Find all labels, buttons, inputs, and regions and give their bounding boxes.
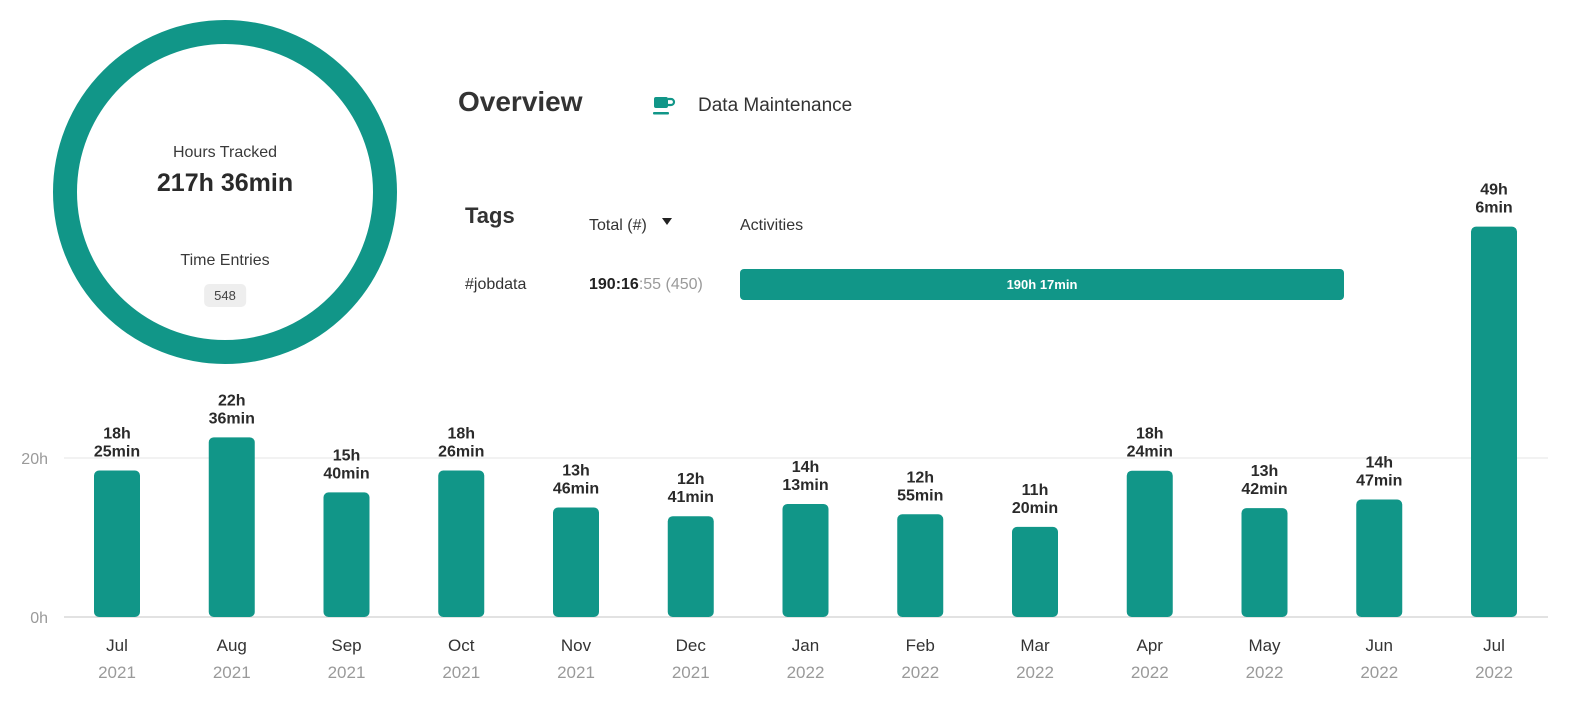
tag-total-hours: 190:16 — [589, 276, 639, 293]
x-tick-month: Jun — [1366, 636, 1393, 655]
bar-value-label-minutes: 26min — [438, 443, 484, 460]
tags-title: Tags — [465, 203, 515, 228]
tag-entry-count: (450) — [665, 276, 703, 293]
bar-value-label-minutes: 47min — [1356, 472, 1402, 489]
x-tick-year: 2021 — [442, 663, 480, 682]
bar — [208, 437, 255, 617]
y-tick-label: 20h — [21, 451, 48, 468]
x-tick-year: 2022 — [1016, 663, 1054, 682]
x-tick-year: 2021 — [98, 663, 136, 682]
x-tick-year: 2022 — [1360, 663, 1398, 682]
project-name[interactable]: Data Maintenance — [698, 95, 853, 116]
bar — [1241, 508, 1288, 617]
x-tick-month: Jul — [106, 636, 128, 655]
bar-value-label-minutes: 42min — [1241, 481, 1287, 498]
bar-value-label-minutes: 24min — [1127, 444, 1173, 461]
bar-value-label-hours: 14h — [1365, 454, 1393, 471]
x-tick-month: Dec — [676, 636, 707, 655]
bar-value-label-hours: 13h — [1251, 463, 1279, 480]
bar-value-label-hours: 15h — [333, 447, 361, 464]
x-tick-month: Oct — [448, 636, 475, 655]
bar-value-label-minutes: 46min — [553, 481, 599, 498]
x-tick-month: Feb — [906, 636, 935, 655]
bar-value-label-hours: 49h — [1480, 182, 1508, 199]
x-tick-month: Sep — [331, 636, 361, 655]
bar-value-label-hours: 22h — [218, 392, 246, 409]
bar-value-label-hours: 18h — [1136, 426, 1164, 443]
bar-value-label-minutes: 36min — [209, 410, 255, 427]
x-tick-year: 2022 — [787, 663, 825, 682]
bar-value-label-hours: 12h — [677, 471, 705, 488]
tag-activity-bar[interactable]: 190h 17min — [740, 269, 1344, 300]
x-tick-year: 2022 — [901, 663, 939, 682]
x-tick-year: 2022 — [1475, 663, 1513, 682]
bar-value-label-minutes: 25min — [94, 444, 140, 461]
bar-value-label-hours: 12h — [906, 469, 934, 486]
bar-value-label-hours: 18h — [103, 426, 131, 443]
x-tick-month: May — [1248, 636, 1281, 655]
hours-tracked-value: 217h 36min — [156, 169, 294, 197]
x-tick-month: Apr — [1137, 636, 1164, 655]
y-tick-label: 0h — [30, 610, 48, 627]
bar — [1471, 226, 1517, 617]
coffee-cup-icon — [653, 97, 676, 115]
bar — [1012, 526, 1058, 617]
tag-total-seconds: :55 — [638, 276, 662, 293]
bar — [782, 503, 829, 617]
x-tick-month: Mar — [1020, 636, 1050, 655]
chart-x-axis: Jul 2021 Aug 2021 Sep 2021 Oct 2021 Nov 2021 Dec 20… — [98, 636, 1513, 682]
total-column-header[interactable]: Total (#) — [589, 217, 647, 234]
bar-value-label-minutes: 13min — [782, 477, 828, 494]
x-tick-year: 2021 — [672, 663, 710, 682]
x-tick-year: 2021 — [213, 663, 251, 682]
time-entries-badge: 548 — [204, 284, 246, 307]
tag-name[interactable]: #jobdata — [465, 276, 527, 293]
bar-value-label-minutes: 55min — [897, 487, 943, 504]
activities-column-header: Activities — [740, 217, 804, 234]
bar-value-label-hours: 18h — [447, 425, 475, 442]
bar — [897, 514, 944, 617]
x-tick-month: Jan — [792, 636, 819, 655]
hours-summary-ring: Hours Tracked 217h 36min Time Entries 54… — [53, 20, 397, 364]
time-entries-label: Time Entries — [180, 252, 270, 269]
x-tick-year: 2021 — [328, 663, 366, 682]
bar — [323, 492, 370, 617]
bar — [94, 470, 140, 617]
overview-title: Overview — [458, 86, 583, 117]
x-tick-year: 2022 — [1246, 663, 1284, 682]
x-tick-year: 2021 — [557, 663, 595, 682]
bar-value-label-minutes: 41min — [668, 489, 714, 506]
caret-down-icon[interactable] — [662, 218, 672, 225]
hours-tracked-label: Hours Tracked — [172, 144, 278, 161]
chart-bars — [94, 226, 1517, 617]
bar-value-label-minutes: 40min — [323, 465, 369, 482]
bar-value-label-minutes: 6min — [1475, 200, 1512, 217]
bar — [1356, 499, 1403, 617]
x-tick-month: Aug — [217, 636, 247, 655]
bar — [667, 516, 714, 617]
bar-value-label-hours: 14h — [792, 459, 820, 476]
chart-value-labels: 18h25min22h36min15h40min18h26min13h46min… — [94, 182, 1513, 517]
x-tick-month: Nov — [561, 636, 592, 655]
bar — [1126, 470, 1173, 617]
bar-value-label-minutes: 20min — [1012, 500, 1058, 517]
bar — [553, 507, 599, 617]
bar — [438, 470, 485, 617]
bar-value-label-hours: 11h — [1022, 482, 1049, 499]
x-tick-month: Jul — [1483, 636, 1505, 655]
x-tick-year: 2022 — [1131, 663, 1169, 682]
bar-value-label-hours: 13h — [562, 463, 590, 480]
tag-total: 190:16:55 (450) — [589, 276, 703, 294]
